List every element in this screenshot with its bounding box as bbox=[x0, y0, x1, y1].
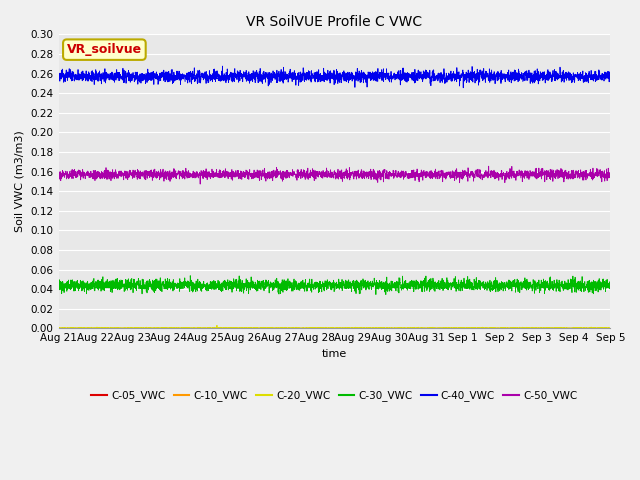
C-40_VWC bbox=[460, 85, 467, 91]
C-40_VWC bbox=[291, 70, 298, 75]
C-20_VWC bbox=[607, 325, 614, 331]
C-30_VWC bbox=[118, 285, 125, 291]
C-40_VWC bbox=[150, 74, 158, 80]
C-50_VWC bbox=[150, 169, 158, 175]
Line: C-20_VWC: C-20_VWC bbox=[58, 325, 611, 328]
C-40_VWC bbox=[54, 77, 62, 83]
C-50_VWC bbox=[118, 168, 125, 174]
C-30_VWC bbox=[596, 282, 604, 288]
Text: VR_soilvue: VR_soilvue bbox=[67, 43, 142, 56]
C-50_VWC bbox=[596, 169, 604, 175]
C-05_VWC bbox=[54, 325, 62, 331]
C-20_VWC bbox=[213, 323, 221, 328]
C-30_VWC bbox=[536, 283, 544, 288]
C-50_VWC bbox=[196, 181, 204, 187]
Line: C-50_VWC: C-50_VWC bbox=[58, 166, 611, 184]
Legend: C-05_VWC, C-10_VWC, C-20_VWC, C-30_VWC, C-40_VWC, C-50_VWC: C-05_VWC, C-10_VWC, C-20_VWC, C-30_VWC, … bbox=[87, 386, 582, 406]
C-50_VWC bbox=[291, 172, 298, 178]
C-20_VWC bbox=[267, 325, 275, 331]
C-10_VWC bbox=[150, 325, 158, 331]
C-20_VWC bbox=[596, 325, 604, 331]
C-10_VWC bbox=[54, 325, 62, 331]
C-10_VWC bbox=[607, 325, 614, 331]
C-50_VWC bbox=[607, 174, 614, 180]
C-30_VWC bbox=[266, 279, 274, 285]
C-40_VWC bbox=[266, 72, 274, 77]
Line: C-30_VWC: C-30_VWC bbox=[58, 276, 611, 295]
C-10_VWC bbox=[266, 325, 274, 331]
C-05_VWC bbox=[536, 325, 544, 331]
C-20_VWC bbox=[150, 325, 158, 331]
C-30_VWC bbox=[150, 281, 158, 287]
X-axis label: time: time bbox=[322, 349, 347, 359]
C-30_VWC bbox=[291, 287, 298, 292]
C-20_VWC bbox=[291, 325, 298, 331]
C-40_VWC bbox=[607, 71, 614, 77]
C-20_VWC bbox=[103, 325, 111, 331]
C-30_VWC bbox=[607, 286, 614, 291]
C-30_VWC bbox=[54, 288, 62, 294]
C-10_VWC bbox=[290, 325, 298, 331]
C-50_VWC bbox=[536, 169, 544, 175]
C-10_VWC bbox=[536, 325, 544, 331]
C-20_VWC bbox=[118, 325, 125, 331]
C-05_VWC bbox=[150, 325, 158, 331]
C-50_VWC bbox=[266, 174, 274, 180]
C-05_VWC bbox=[266, 325, 274, 331]
C-40_VWC bbox=[219, 63, 227, 69]
C-05_VWC bbox=[596, 325, 604, 331]
C-20_VWC bbox=[536, 324, 544, 330]
C-05_VWC bbox=[607, 325, 614, 331]
C-05_VWC bbox=[290, 325, 298, 331]
C-10_VWC bbox=[596, 325, 604, 331]
C-50_VWC bbox=[485, 163, 493, 169]
C-40_VWC bbox=[118, 74, 125, 80]
Y-axis label: Soil VWC (m3/m3): Soil VWC (m3/m3) bbox=[15, 131, 25, 232]
C-10_VWC bbox=[118, 325, 125, 331]
C-30_VWC bbox=[186, 273, 194, 278]
Line: C-40_VWC: C-40_VWC bbox=[58, 66, 611, 88]
C-40_VWC bbox=[596, 74, 604, 80]
C-20_VWC bbox=[54, 325, 62, 331]
C-40_VWC bbox=[536, 69, 544, 75]
C-30_VWC bbox=[382, 292, 390, 298]
C-05_VWC bbox=[118, 325, 125, 331]
Title: VR SoilVUE Profile C VWC: VR SoilVUE Profile C VWC bbox=[246, 15, 422, 29]
C-50_VWC bbox=[54, 170, 62, 176]
